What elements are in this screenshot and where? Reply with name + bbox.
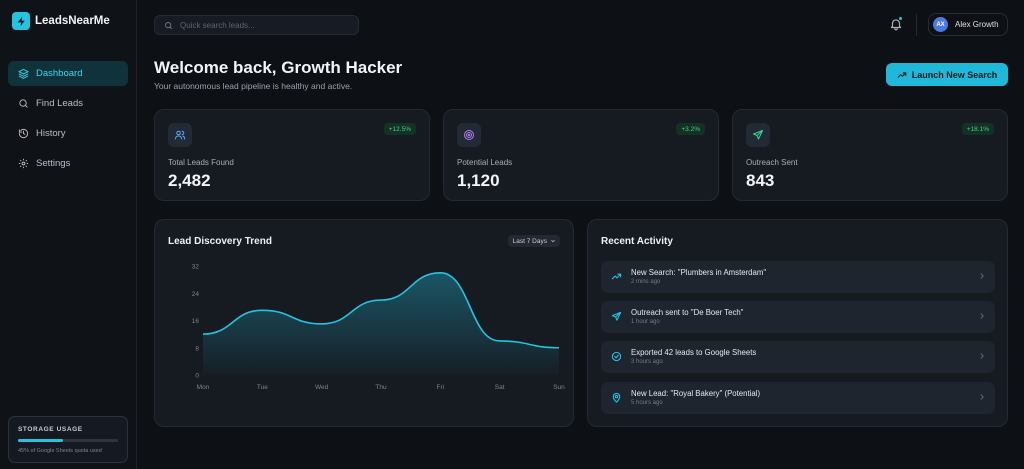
chevron-right-icon — [980, 273, 984, 279]
user-menu[interactable]: AX Alex Growth — [928, 13, 1008, 36]
activity-time: 2 mins ago — [631, 279, 661, 285]
send-icon — [611, 311, 622, 321]
user-name: Alex Growth — [955, 20, 999, 29]
users-icon — [168, 123, 192, 147]
activity-text: Exported 42 leads to Google Sheets — [631, 348, 757, 357]
trend-icon — [897, 71, 907, 78]
brand-logo[interactable]: LeadsNearMe — [12, 12, 110, 30]
storage-title: STORAGE USAGE — [18, 426, 83, 433]
x-tick-label: Sat — [495, 384, 505, 391]
storage-usage-panel: STORAGE USAGE 45% of Google Sheets quota… — [8, 416, 128, 463]
recent-activity-card: Recent Activity New Search: "Plumbers in… — [587, 219, 1008, 427]
bolt-icon — [12, 12, 30, 30]
notification-dot — [899, 17, 902, 20]
activity-item[interactable]: New Lead: "Royal Bakery" (Potential) 5 h… — [601, 382, 995, 414]
gear-icon — [18, 158, 29, 169]
sidebar: LeadsNearMe Dashboard Find Leads History… — [0, 0, 137, 469]
stat-label: Outreach Sent — [746, 158, 798, 167]
y-tick-label: 8 — [195, 345, 199, 352]
activity-text: New Lead: "Royal Bakery" (Potential) — [631, 389, 761, 398]
target-icon — [457, 123, 481, 147]
date-range-select[interactable]: Last 7 Days — [507, 235, 560, 247]
topbar-divider — [916, 14, 917, 36]
stat-value: 843 — [746, 171, 775, 190]
activity-time: 5 hours ago — [631, 400, 663, 406]
sidebar-item-find-leads[interactable]: Find Leads — [8, 91, 128, 116]
x-tick-label: Wed — [315, 384, 329, 391]
stat-value: 2,482 — [168, 171, 211, 190]
stat-label: Total Leads Found — [168, 158, 234, 167]
brand-name: LeadsNearMe — [35, 15, 110, 27]
stat-value: 1,120 — [457, 171, 500, 190]
bell-icon[interactable] — [889, 17, 903, 31]
chart-title: Lead Discovery Trend — [168, 236, 272, 247]
launch-new-search-button[interactable]: Launch New Search — [886, 63, 1008, 86]
storage-note: 45% of Google Sheets quota used — [18, 448, 102, 454]
activity-text: New Search: "Plumbers in Amsterdam" — [631, 268, 767, 277]
stat-card-total-leads: +12.5% Total Leads Found 2,482 — [154, 109, 430, 201]
x-tick-label: Mon — [197, 384, 210, 391]
y-tick-label: 0 — [195, 373, 199, 380]
x-tick-label: Fri — [437, 384, 445, 391]
activity-title: Recent Activity — [601, 236, 673, 247]
stat-change-badge: +3.2% — [676, 123, 705, 135]
trend-icon — [611, 273, 622, 280]
sidebar-item-label: History — [36, 128, 66, 139]
chevron-right-icon — [980, 353, 984, 359]
chevron-right-icon — [980, 394, 984, 400]
activity-time: 3 hours ago — [631, 359, 663, 365]
stat-change-badge: +12.5% — [383, 123, 416, 135]
search-input[interactable] — [180, 20, 350, 30]
x-tick-label: Thu — [375, 384, 387, 391]
sidebar-item-dashboard[interactable]: Dashboard — [8, 61, 128, 86]
chevron-right-icon — [980, 313, 984, 319]
x-tick-label: Sun — [553, 384, 565, 391]
sidebar-item-settings[interactable]: Settings — [8, 151, 128, 176]
activity-item[interactable]: Exported 42 leads to Google Sheets 3 hou… — [601, 341, 995, 373]
y-tick-label: 16 — [192, 318, 200, 325]
activity-text: Outreach sent to "De Boer Tech" — [631, 308, 744, 317]
layers-icon — [18, 68, 29, 79]
launch-button-label: Launch New Search — [911, 69, 998, 80]
sidebar-item-label: Settings — [36, 158, 71, 169]
stat-label: Potential Leads — [457, 158, 513, 167]
sidebar-item-label: Dashboard — [36, 68, 83, 79]
activity-time: 1 hour ago — [631, 319, 660, 325]
stat-card-outreach-sent: +18.1% Outreach Sent 843 — [732, 109, 1008, 201]
avatar: AX — [933, 17, 948, 32]
series-line — [202, 272, 560, 349]
lead-discovery-chart-card: Lead Discovery Trend Last 7 Days 0 8 16 24 3… — [154, 219, 574, 427]
sidebar-item-label: Find Leads — [36, 98, 84, 109]
history-icon — [18, 128, 29, 139]
send-icon — [746, 123, 770, 147]
activity-item[interactable]: Outreach sent to "De Boer Tech" 1 hour a… — [601, 301, 995, 333]
activity-item[interactable]: New Search: "Plumbers in Amsterdam" 2 mi… — [601, 261, 995, 293]
y-tick-label: 24 — [192, 291, 200, 298]
stat-card-potential-leads: +3.2% Potential Leads 1,120 — [443, 109, 719, 201]
series-area — [203, 272, 559, 375]
page-subtitle: Your autonomous lead pipeline is healthy… — [154, 81, 353, 91]
storage-progress-fill — [18, 439, 63, 442]
search-bar[interactable] — [154, 15, 359, 35]
search-icon — [19, 99, 28, 108]
y-tick-label: 32 — [192, 264, 200, 271]
date-range-label: Last 7 Days — [512, 237, 547, 245]
stat-change-badge: +18.1% — [961, 123, 994, 135]
storage-progress-bar — [18, 439, 118, 442]
sidebar-nav: Dashboard Find Leads History Settings — [8, 61, 128, 181]
pin-icon — [612, 392, 621, 403]
x-tick-label: Tue — [257, 384, 268, 391]
page-title: Welcome back, Growth Hacker — [154, 58, 403, 77]
search-icon — [165, 21, 172, 29]
check-circle-icon — [611, 351, 622, 362]
sidebar-item-history[interactable]: History — [8, 121, 128, 146]
chevron-down-icon — [551, 239, 555, 243]
trend-chart: 0 8 16 24 32 Mon Tue Wed Thu Fri Sat Sun — [192, 264, 565, 392]
